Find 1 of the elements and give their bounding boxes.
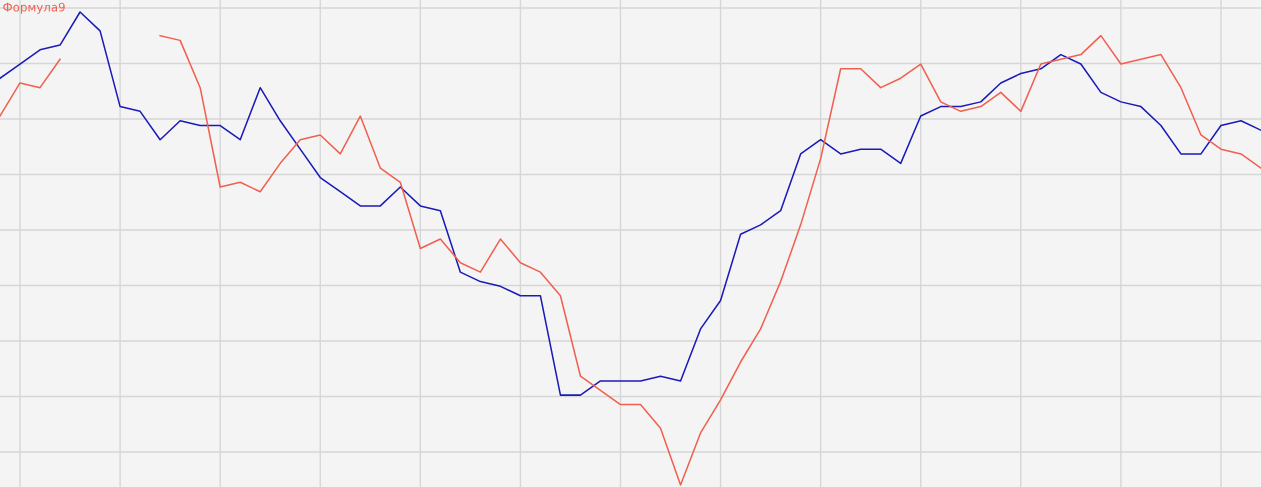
text: Формула9 [3,2,65,14]
